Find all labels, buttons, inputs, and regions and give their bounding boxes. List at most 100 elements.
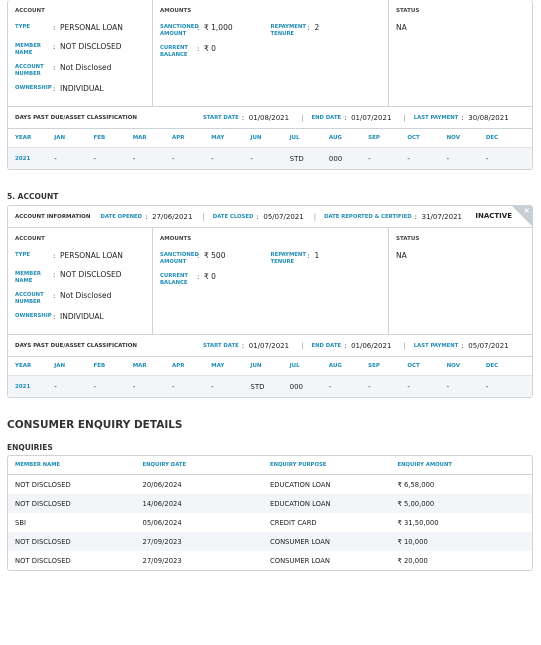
month-label: MAY bbox=[211, 363, 225, 369]
field-value: NOT DISCLOSED bbox=[60, 42, 122, 51]
month-value: - bbox=[211, 154, 214, 163]
close-icon[interactable]: × bbox=[523, 206, 530, 215]
separator: : bbox=[53, 24, 56, 32]
separator: : bbox=[53, 271, 56, 279]
field-label: ACCOUNT NUMBER bbox=[15, 292, 44, 305]
date-value: 01/06/2021 bbox=[351, 341, 392, 350]
table-cell: ₹ 20,000 bbox=[397, 556, 428, 565]
col-header: ACCOUNT bbox=[15, 8, 45, 14]
field-value: Not Disclosed bbox=[60, 291, 112, 300]
month-label: FEB bbox=[93, 135, 106, 141]
divider: | bbox=[313, 212, 317, 221]
enquiry-subtitle: ENQUIRIES bbox=[7, 443, 53, 452]
month-value: 000 bbox=[328, 154, 343, 163]
field-value: PERSONAL LOAN bbox=[60, 251, 123, 260]
field-value: ₹ 0 bbox=[204, 272, 216, 281]
amounts-right: REPAYMENT TENURE:1 bbox=[271, 252, 382, 294]
month-row: 2021 - - - - - - STD 000 - - - - bbox=[8, 148, 532, 169]
divider: | bbox=[403, 113, 406, 122]
month-label: SEP bbox=[368, 363, 380, 369]
table-cell: NOT DISCLOSED bbox=[15, 556, 71, 565]
year-value: 2021 bbox=[15, 383, 31, 390]
month-value: - bbox=[446, 382, 450, 391]
month-value: STD bbox=[289, 154, 304, 163]
field-label: MEMBER NAME bbox=[15, 43, 41, 56]
amounts-col: AMOUNTS SANCTIONED AMOUNT: ₹ 1,000 CURRENT … bbox=[153, 0, 389, 106]
field: REPAYMENT TENURE:2 bbox=[271, 24, 382, 38]
date-value: 01/07/2021 bbox=[248, 341, 290, 350]
date-label: END DATE bbox=[311, 342, 342, 349]
separator: : bbox=[197, 252, 200, 260]
separator: : bbox=[53, 313, 56, 321]
month-label: APR bbox=[171, 135, 185, 141]
table-cell: 27/09/2023 bbox=[142, 556, 182, 565]
field: CURRENT BALANCE: ₹ 0 bbox=[160, 273, 271, 287]
field-value: ₹ 1,000 bbox=[204, 23, 233, 32]
separator: : bbox=[344, 341, 347, 350]
month-label: DEC bbox=[485, 135, 499, 141]
month-value: - bbox=[132, 154, 136, 163]
separator: : bbox=[344, 113, 347, 122]
month-label: NOV bbox=[446, 135, 460, 141]
date-value: 31/07/2021 bbox=[421, 212, 462, 221]
col-header: AMOUNTS bbox=[160, 236, 192, 242]
field: MEMBER NAME: NOT DISCLOSED bbox=[15, 43, 145, 57]
separator: : bbox=[145, 212, 148, 221]
field-label: OWNERSHIP bbox=[15, 85, 52, 91]
field-value: INDIVIDUAL bbox=[60, 84, 104, 93]
year-value: 2021 bbox=[15, 155, 31, 162]
month-value: - bbox=[328, 382, 332, 391]
month-value: - bbox=[132, 382, 136, 391]
status-badge: INACTIVE bbox=[475, 212, 512, 220]
month-row: 2021 - - - - - STD 000 - - - - - bbox=[8, 376, 532, 397]
table-cell: EDUCATION LOAN bbox=[270, 499, 331, 508]
month-label: JUN bbox=[250, 363, 262, 369]
col-header: STATUS bbox=[396, 236, 420, 242]
field-label: CURRENT BALANCE bbox=[160, 45, 189, 58]
month-label: JAN bbox=[54, 135, 66, 141]
month-value: - bbox=[485, 154, 489, 163]
table-cell: CONSUMER LOAN bbox=[270, 537, 331, 546]
account-grid: ACCOUNT TYPE: PERSONAL LOAN MEMBER NAME: NOT… bbox=[8, 0, 532, 107]
table-cell: 05/06/2024 bbox=[142, 518, 182, 527]
column-header: MEMBER NAME bbox=[15, 462, 61, 468]
date-label: DATE REPORTED & CERTIFIED bbox=[324, 213, 412, 220]
account-card: ACCOUNT INFORMATION DATE OPENED:27/06/202… bbox=[7, 205, 533, 398]
month-value: - bbox=[250, 154, 253, 163]
status-col: STATUS NA bbox=[389, 228, 532, 334]
divider: | bbox=[301, 113, 304, 122]
col-header: STATUS bbox=[396, 8, 420, 14]
date-value: 05/07/2021 bbox=[468, 341, 509, 350]
date-label: START DATE bbox=[203, 114, 239, 121]
field: MEMBER NAME: NOT DISCLOSED bbox=[15, 271, 145, 285]
month-header: YEAR JAN FEB MAR APR MAY JUN JUL AUG SEP OCT NOV DEC bbox=[8, 357, 532, 376]
separator: : bbox=[53, 85, 56, 93]
month-value: - bbox=[171, 154, 175, 163]
date-value: 01/08/2021 bbox=[248, 113, 290, 122]
status-value: NA bbox=[396, 251, 407, 260]
col-header: AMOUNTS bbox=[160, 8, 192, 14]
month-value: - bbox=[368, 154, 371, 163]
separator: : bbox=[197, 45, 200, 53]
account-card: ACCOUNT TYPE: PERSONAL LOAN MEMBER NAME: NOT… bbox=[7, 0, 533, 170]
field-label: MEMBER NAME bbox=[15, 271, 41, 284]
table-cell: SBI bbox=[15, 518, 26, 527]
date-value: 05/07/2021 bbox=[263, 212, 304, 221]
separator: : bbox=[414, 212, 417, 221]
month-label: SEP bbox=[368, 135, 380, 141]
separator: : bbox=[53, 252, 56, 260]
date-label: LAST PAYMENT bbox=[413, 342, 459, 349]
field: ACCOUNT NUMBER: Not Disclosed bbox=[15, 64, 145, 78]
dpd-row: DAYS PAST DUE/ASSET CLASSIFICATION START … bbox=[8, 107, 532, 129]
table-cell: CONSUMER LOAN bbox=[270, 556, 331, 565]
table-cell: ₹ 5,00,000 bbox=[397, 499, 435, 508]
date-label: END DATE bbox=[311, 114, 342, 121]
amounts-left: SANCTIONED AMOUNT: ₹ 1,000 CURRENT BALANCE… bbox=[160, 24, 271, 66]
amounts-col: AMOUNTS SANCTIONED AMOUNT: ₹ 500 CURRENT BA… bbox=[153, 228, 389, 334]
month-label: AUG bbox=[328, 135, 342, 141]
month-value: - bbox=[93, 382, 96, 391]
month-value: - bbox=[54, 382, 57, 391]
month-label: OCT bbox=[407, 363, 420, 369]
month-label: MAY bbox=[211, 135, 225, 141]
month-label: OCT bbox=[407, 135, 420, 141]
